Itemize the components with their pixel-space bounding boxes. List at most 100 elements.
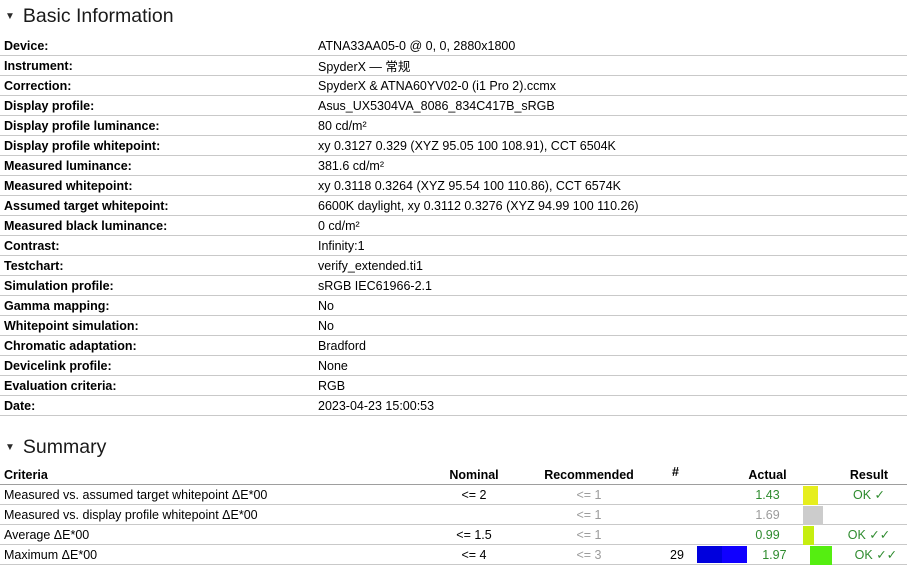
row-label: Date:	[4, 398, 36, 413]
row-label: Measured luminance:	[4, 158, 132, 173]
row-label: Measured black luminance:	[4, 218, 168, 233]
delta-e-gauge-swatch	[803, 485, 818, 505]
recommended-value: <= 1	[576, 487, 602, 502]
row-label: Chromatic adaptation:	[4, 338, 137, 353]
collapse-triangle-icon[interactable]: ▼	[5, 10, 15, 22]
row-value: xy 0.3127 0.329 (XYZ 95.05 100 108.91), …	[318, 138, 616, 153]
table-row: Chromatic adaptation: Bradford	[0, 336, 907, 356]
table-row: Simulation profile: sRGB IEC61966-2.1	[0, 276, 907, 296]
row-label: Contrast:	[4, 238, 60, 253]
table-row: Display profile luminance: 80 cd/m²	[0, 116, 907, 136]
row-value: 80 cd/m²	[318, 118, 367, 133]
count-value	[670, 505, 740, 524]
criteria-label: Measured vs. display profile whitepoint …	[4, 507, 258, 522]
row-value: 2023-04-23 15:00:53	[318, 398, 435, 413]
row-label: Display profile luminance:	[4, 118, 160, 133]
row-value: ATNA33AA05-0 @ 0, 0, 2880x1800	[318, 38, 516, 53]
delta-e-gauge-swatch	[809, 545, 832, 565]
table-row: Whitepoint simulation: No	[0, 316, 907, 336]
row-label: Evaluation criteria:	[4, 378, 117, 393]
row-label: Devicelink profile:	[4, 358, 112, 373]
table-row: Devicelink profile: None	[0, 356, 907, 376]
row-value: 0 cd/m²	[318, 218, 360, 233]
summary-row: Maximum ΔE*00 <= 4 <= 3 29 1.97 OK ✓✓	[0, 545, 907, 565]
actual-value: 0.99	[755, 527, 780, 542]
row-label: Simulation profile:	[4, 278, 114, 293]
count-value	[670, 525, 740, 544]
table-row: Instrument: SpyderX — 常规	[0, 56, 907, 76]
row-label: Display profile whitepoint:	[4, 138, 161, 153]
column-header-count: #	[672, 465, 679, 479]
count-value: 29	[670, 547, 684, 562]
summary-header[interactable]: ▼ Summary	[0, 436, 923, 458]
count-value	[670, 485, 740, 504]
table-row: Display profile: Asus_UX5304VA_8086_834C4…	[0, 96, 907, 116]
row-value: RGB	[318, 378, 346, 393]
basic-information-table: Device: ATNA33AA05-0 @ 0, 0, 2880x1800 In…	[0, 36, 907, 416]
criteria-label: Maximum ΔE*00	[4, 547, 98, 562]
delta-e-gauge-swatch	[803, 505, 823, 525]
row-value: Bradford	[318, 338, 366, 353]
table-row: Display profile whitepoint: xy 0.3127 0.3…	[0, 136, 907, 156]
table-row: Contrast: Infinity:1	[0, 236, 907, 256]
row-value: SpyderX — 常规	[318, 60, 411, 74]
summary-title: Summary	[22, 435, 107, 458]
nominal-value: <= 1.5	[456, 527, 492, 542]
row-label: Measured whitepoint:	[4, 178, 133, 193]
row-value: Asus_UX5304VA_8086_834C417B_sRGB	[318, 98, 555, 113]
summary-row: Measured vs. display profile whitepoint …	[0, 505, 907, 525]
collapse-triangle-icon[interactable]: ▼	[5, 441, 15, 453]
result-status: OK ✓✓	[854, 548, 898, 562]
row-value: No	[318, 298, 334, 313]
row-label: Display profile:	[4, 98, 95, 113]
row-value: None	[318, 358, 348, 373]
nominal-value: <= 4	[461, 547, 487, 562]
patch-count-bar-segment	[721, 546, 747, 563]
patch-count-bar-segment	[696, 546, 722, 563]
column-header-nominal: Nominal	[449, 467, 499, 482]
result-status: OK ✓✓	[847, 528, 891, 542]
recommended-value: <= 1	[576, 507, 602, 522]
row-label: Device:	[4, 38, 49, 53]
table-row: Correction: SpyderX & ATNA60YV02-0 (i1 Pr…	[0, 76, 907, 96]
summary-row: Measured vs. assumed target whitepoint Δ…	[0, 485, 907, 505]
actual-value: 1.43	[755, 487, 780, 502]
summary-row: Average ΔE*00 <= 1.5 <= 1 0.99 OK ✓✓	[0, 525, 907, 545]
nominal-value: <= 2	[461, 487, 487, 502]
recommended-value: <= 1	[576, 527, 602, 542]
table-row: Evaluation criteria: RGB	[0, 376, 907, 396]
summary-header-row: Criteria Nominal Recommended # Actual Re…	[0, 465, 907, 485]
actual-value: 1.97	[762, 547, 787, 562]
row-label: Testchart:	[4, 258, 64, 273]
row-value: 381.6 cd/m²	[318, 158, 385, 173]
row-value: xy 0.3118 0.3264 (XYZ 95.54 100 110.86),…	[318, 178, 621, 193]
table-row: Date: 2023-04-23 15:00:53	[0, 396, 907, 416]
basic-information-title: Basic Information	[22, 4, 174, 27]
row-value: Infinity:1	[318, 238, 365, 253]
basic-information-header[interactable]: ▼ Basic Information	[0, 5, 923, 27]
column-header-recommended: Recommended	[544, 467, 634, 482]
row-label: Whitepoint simulation:	[4, 318, 139, 333]
delta-e-gauge-swatch	[803, 525, 814, 545]
criteria-label: Measured vs. assumed target whitepoint Δ…	[4, 487, 268, 502]
table-row: Device: ATNA33AA05-0 @ 0, 0, 2880x1800	[0, 36, 907, 56]
row-label: Gamma mapping:	[4, 298, 110, 313]
row-value: sRGB IEC61966-2.1	[318, 278, 432, 293]
table-row: Assumed target whitepoint: 6600K daylight…	[0, 196, 907, 216]
summary-table: Criteria Nominal Recommended # Actual Re…	[0, 465, 907, 565]
row-value: SpyderX & ATNA60YV02-0 (i1 Pro 2).ccmx	[318, 78, 557, 93]
row-label: Correction:	[4, 78, 72, 93]
column-header-result: Result	[849, 467, 889, 482]
table-row: Measured whitepoint: xy 0.3118 0.3264 (XY…	[0, 176, 907, 196]
row-label: Instrument:	[4, 58, 73, 73]
table-row: Gamma mapping: No	[0, 296, 907, 316]
row-value: No	[318, 318, 334, 333]
column-header-swatch-spacer	[795, 465, 831, 484]
column-header-criteria: Criteria	[4, 467, 48, 482]
recommended-value: <= 3	[576, 547, 602, 562]
table-row: Measured black luminance: 0 cd/m²	[0, 216, 907, 236]
table-row: Measured luminance: 381.6 cd/m²	[0, 156, 907, 176]
patch-count-bar	[696, 546, 747, 563]
criteria-label: Average ΔE*00	[4, 527, 90, 542]
row-value: 6600K daylight, xy 0.3112 0.3276 (XYZ 94…	[318, 198, 639, 213]
